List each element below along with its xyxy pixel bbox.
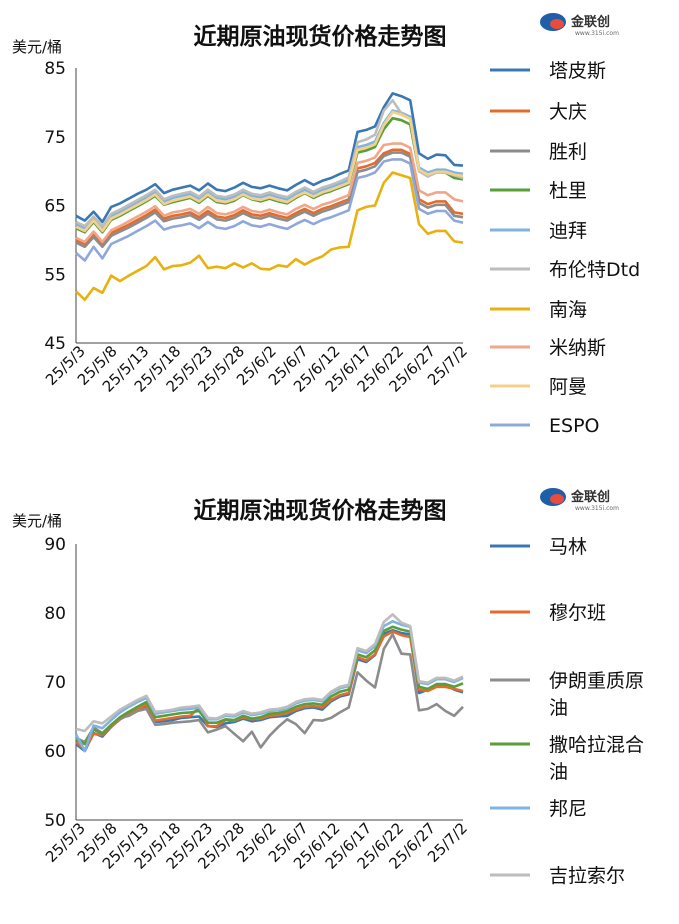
legend-label: 塔皮斯 — [549, 60, 606, 82]
y-tick-label: 80 — [44, 604, 66, 624]
chart-2-logo: 金联创 www.315i.com — [540, 488, 619, 512]
series-line-1 — [75, 628, 464, 753]
legend-label: 伊朗重质原 — [549, 670, 644, 692]
legend-label-cont: 油 — [549, 761, 568, 783]
y-tick-label: 50 — [44, 811, 66, 831]
y-tick-label: 90 — [44, 535, 66, 555]
series-line-6 — [75, 613, 464, 733]
chart-2-ylabel: 美元/桶 — [12, 512, 62, 530]
legend-label: 迪拜 — [549, 220, 587, 242]
chart-2: 近期原油现货价格走势图 美元/桶 金联创 www.315i.com 50 60 70… — [12, 488, 644, 887]
legend-label: 马林 — [549, 536, 587, 558]
logo-icon-accent — [550, 494, 564, 504]
chart-1: 近期原油现货价格走势图 美元/桶 金联创 www.315i.com 45 55 65… — [12, 13, 640, 437]
legend-label: 阿曼 — [549, 376, 587, 398]
chart-2-plot: 506070809025/5/325/5/825/5/1325/5/1825/5… — [42, 535, 644, 887]
legend-label: 杜里 — [549, 180, 587, 202]
y-tick-label: 65 — [44, 197, 66, 217]
logo-text: 金联创 — [570, 489, 610, 505]
chart-2-title: 近期原油现货价格走势图 — [194, 497, 447, 524]
legend-label: 穆尔班 — [549, 602, 606, 624]
legend-label: 吉拉索尔 — [549, 865, 625, 887]
y-tick-label: 55 — [44, 265, 66, 285]
series-line-3 — [75, 633, 464, 749]
legend-label: 布伦特Dtd — [549, 259, 640, 281]
series-line-2 — [75, 630, 464, 751]
logo-sub: www.315i.com — [575, 30, 619, 37]
logo-icon-accent — [550, 19, 564, 29]
legend-label: 米纳斯 — [549, 337, 606, 359]
series-line-1 — [75, 92, 464, 224]
legend-label: 撒哈拉混合 — [549, 734, 644, 756]
logo-sub: www.315i.com — [575, 505, 619, 512]
series-line-9 — [75, 110, 464, 233]
series-line-8 — [75, 142, 464, 244]
legend-label: 南海 — [549, 299, 587, 321]
series-line-2 — [75, 148, 464, 246]
y-tick-label: 70 — [44, 673, 66, 693]
series-line-5 — [75, 109, 464, 230]
legend-label: 大庆 — [549, 101, 587, 123]
series-line-6 — [75, 99, 464, 228]
series-line-3 — [75, 151, 464, 249]
series-line-5 — [74, 619, 464, 753]
y-tick-label: 75 — [44, 128, 66, 148]
y-tick-label: 85 — [44, 59, 66, 79]
chart-1-title: 近期原油现货价格走势图 — [194, 23, 447, 50]
y-tick-label: 45 — [44, 334, 66, 354]
y-tick-label: 60 — [44, 742, 66, 762]
legend-label: 胜利 — [549, 141, 587, 163]
series-line-7 — [75, 171, 464, 302]
series-line-4 — [75, 625, 464, 746]
legend-label: ESPO — [549, 415, 599, 437]
legend-label: 邦尼 — [549, 798, 587, 820]
chart-1-logo: 金联创 www.315i.com — [540, 13, 619, 37]
chart-1-ylabel: 美元/桶 — [12, 38, 62, 56]
chart-1-plot: 455565758525/5/325/5/825/5/1325/5/1825/5… — [42, 59, 640, 437]
series-line-10 — [75, 158, 464, 262]
logo-text: 金联创 — [570, 14, 610, 30]
legend-label-cont: 油 — [549, 697, 568, 719]
